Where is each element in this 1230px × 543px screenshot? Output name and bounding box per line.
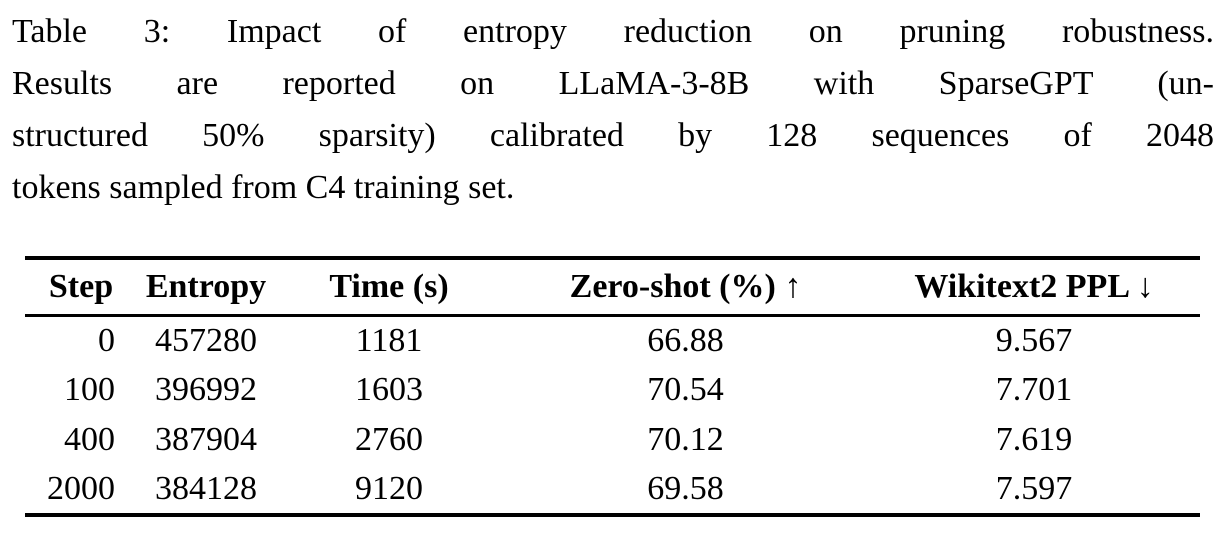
paper-table-figure: Table 3: Impact of entropy reduction on … [0,0,1230,517]
cell-time: 9120 [355,470,423,507]
cell-zero-shot: 66.88 [647,321,724,359]
table-row: 100 396992 1603 70.54 7.701 [25,365,1200,415]
cell-step: 100 [64,371,115,408]
cell-time: 1603 [355,371,423,408]
results-table: Step Entropy Time (s) Zero-shot (%) ↑ Wi… [25,256,1200,517]
table-row: 2000 384128 9120 69.58 7.597 [25,465,1200,515]
cell-entropy: 384128 [155,470,257,507]
table-row: 0 457280 1181 66.88 9.567 [25,315,1200,365]
cell-wikitext2-ppl: 7.619 [995,421,1073,458]
cell-wikitext2-ppl: 9.567 [995,321,1073,359]
header-wikitext2-ppl: Wikitext2 PPL ↓ [868,258,1200,317]
cell-step: 2000 [47,470,115,507]
caption-line: Table 3: Impact of entropy reduction on … [12,13,1214,50]
cell-zero-shot: 69.58 [647,470,724,507]
table-caption: Table 3: Impact of entropy reduction on … [0,0,1230,214]
cell-entropy: 457280 [155,321,257,359]
caption-line: tokens sampled from C4 training set. [12,169,515,206]
cell-step: 400 [64,421,115,458]
header-zero-shot: Zero-shot (%) ↑ [503,258,868,317]
cell-wikitext2-ppl: 7.597 [995,470,1073,507]
cell-zero-shot: 70.54 [647,371,724,408]
caption-line: structured 50% sparsity) calibrated by 1… [12,117,1214,154]
cell-time: 2760 [355,421,423,458]
cell-step: 0 [98,321,115,359]
cell-time: 1181 [355,321,423,359]
header-step: Step [25,258,137,317]
caption-line: Results are reported on LLaMA-3-8B with … [12,65,1214,102]
cell-entropy: 396992 [155,371,257,408]
header-entropy: Entropy [137,258,275,317]
cell-zero-shot: 70.12 [647,421,724,458]
header-time: Time (s) [275,258,503,317]
table-row: 400 387904 2760 70.12 7.619 [25,415,1200,465]
table-header-row: Step Entropy Time (s) Zero-shot (%) ↑ Wi… [25,258,1200,317]
cell-wikitext2-ppl: 7.701 [995,371,1073,408]
cell-entropy: 387904 [155,421,257,458]
